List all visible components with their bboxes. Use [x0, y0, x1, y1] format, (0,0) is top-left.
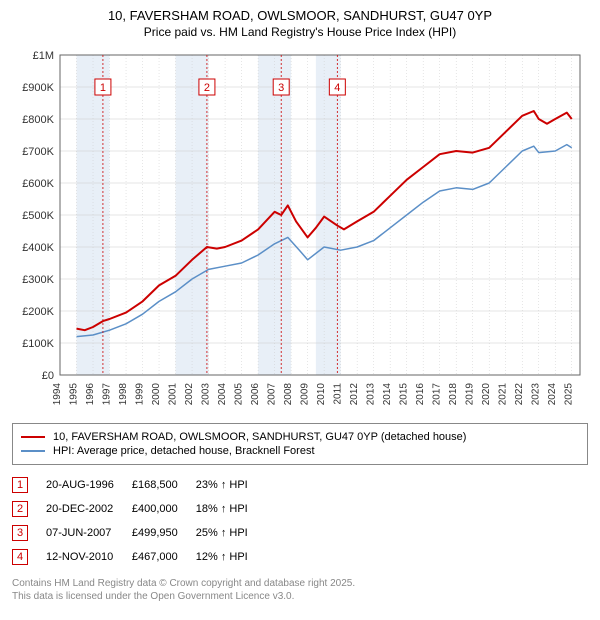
svg-text:£700K: £700K: [22, 146, 54, 158]
svg-text:1998: 1998: [118, 383, 129, 406]
event-price: £400,000: [132, 497, 196, 521]
svg-text:2012: 2012: [349, 383, 360, 406]
svg-text:£100K: £100K: [22, 338, 54, 350]
svg-text:2005: 2005: [234, 383, 245, 406]
svg-text:£400K: £400K: [22, 242, 54, 254]
svg-text:1994: 1994: [52, 383, 63, 406]
svg-text:1995: 1995: [69, 383, 80, 406]
svg-text:2002: 2002: [184, 383, 195, 406]
svg-text:3: 3: [278, 82, 284, 94]
event-date: 07-JUN-2007: [46, 521, 132, 545]
table-row: 2 20-DEC-2002£400,00018% ↑ HPI: [12, 497, 266, 521]
svg-text:£800K: £800K: [22, 114, 54, 126]
svg-text:1996: 1996: [85, 383, 96, 406]
svg-text:1997: 1997: [102, 383, 113, 406]
marker-badge: 4: [12, 549, 28, 565]
table-row: 4 12-NOV-2010£467,00012% ↑ HPI: [12, 545, 266, 569]
chart-subtitle: Price paid vs. HM Land Registry's House …: [12, 25, 588, 39]
price-events-table: 1 20-AUG-1996£168,50023% ↑ HPI 2 20-DEC-200…: [12, 473, 266, 569]
chart-title: 10, FAVERSHAM ROAD, OWLSMOOR, SANDHURST,…: [12, 8, 588, 23]
svg-text:4: 4: [334, 82, 340, 94]
marker-badge: 3: [12, 525, 28, 541]
svg-text:2010: 2010: [316, 383, 327, 406]
svg-text:1999: 1999: [135, 383, 146, 406]
svg-text:2023: 2023: [531, 383, 542, 406]
legend-label: 10, FAVERSHAM ROAD, OWLSMOOR, SANDHURST,…: [53, 431, 466, 443]
svg-text:£900K: £900K: [22, 82, 54, 94]
legend-swatch: [21, 450, 45, 452]
table-row: 3 07-JUN-2007£499,95025% ↑ HPI: [12, 521, 266, 545]
event-price: £499,950: [132, 521, 196, 545]
event-delta: 25% ↑ HPI: [196, 521, 266, 545]
chart-plot-area: £0 £100K £200K £300K £400K £500K £600K £700K £80…: [12, 47, 588, 417]
svg-text:2004: 2004: [217, 383, 228, 406]
event-date: 20-DEC-2002: [46, 497, 132, 521]
legend-swatch: [21, 436, 45, 438]
svg-text:2024: 2024: [547, 383, 558, 406]
marker-badge: 1: [12, 477, 28, 493]
line-chart-svg: £0 £100K £200K £300K £400K £500K £600K £700K £80…: [12, 47, 588, 417]
svg-text:£600K: £600K: [22, 178, 54, 190]
svg-text:£300K: £300K: [22, 274, 54, 286]
svg-text:2022: 2022: [514, 383, 525, 406]
svg-text:2013: 2013: [366, 383, 377, 406]
footer-line-1: Contains HM Land Registry data © Crown c…: [12, 577, 588, 590]
legend-item: HPI: Average price, detached house, Brac…: [21, 445, 579, 457]
svg-text:£200K: £200K: [22, 306, 54, 318]
svg-text:1: 1: [100, 82, 106, 94]
event-delta: 18% ↑ HPI: [196, 497, 266, 521]
svg-text:2016: 2016: [415, 383, 426, 406]
svg-text:£1M: £1M: [33, 50, 54, 62]
svg-text:2000: 2000: [151, 383, 162, 406]
svg-text:2001: 2001: [168, 383, 179, 406]
svg-text:2018: 2018: [448, 383, 459, 406]
svg-text:2014: 2014: [382, 383, 393, 406]
svg-text:2015: 2015: [399, 383, 410, 406]
svg-text:2017: 2017: [432, 383, 443, 406]
svg-text:2025: 2025: [564, 383, 575, 406]
footer-line-2: This data is licensed under the Open Gov…: [12, 590, 588, 603]
svg-text:2021: 2021: [498, 383, 509, 406]
svg-text:2011: 2011: [333, 383, 344, 405]
svg-text:2019: 2019: [465, 383, 476, 406]
svg-text:2006: 2006: [250, 383, 261, 406]
table-row: 1 20-AUG-1996£168,50023% ↑ HPI: [12, 473, 266, 497]
svg-text:2009: 2009: [300, 383, 311, 406]
svg-text:£500K: £500K: [22, 210, 54, 222]
svg-text:£0: £0: [42, 370, 54, 382]
event-price: £168,500: [132, 473, 196, 497]
legend: 10, FAVERSHAM ROAD, OWLSMOOR, SANDHURST,…: [12, 423, 588, 465]
legend-item: 10, FAVERSHAM ROAD, OWLSMOOR, SANDHURST,…: [21, 431, 579, 443]
svg-text:2008: 2008: [283, 383, 294, 406]
event-date: 12-NOV-2010: [46, 545, 132, 569]
legend-label: HPI: Average price, detached house, Brac…: [53, 445, 315, 457]
svg-text:2007: 2007: [267, 383, 278, 406]
svg-text:2020: 2020: [481, 383, 492, 406]
event-date: 20-AUG-1996: [46, 473, 132, 497]
event-delta: 12% ↑ HPI: [196, 545, 266, 569]
footer-text: Contains HM Land Registry data © Crown c…: [12, 577, 588, 603]
svg-text:2003: 2003: [201, 383, 212, 406]
marker-badge: 2: [12, 501, 28, 517]
event-price: £467,000: [132, 545, 196, 569]
event-delta: 23% ↑ HPI: [196, 473, 266, 497]
chart-container: 10, FAVERSHAM ROAD, OWLSMOOR, SANDHURST,…: [0, 0, 600, 611]
svg-text:2: 2: [204, 82, 210, 94]
